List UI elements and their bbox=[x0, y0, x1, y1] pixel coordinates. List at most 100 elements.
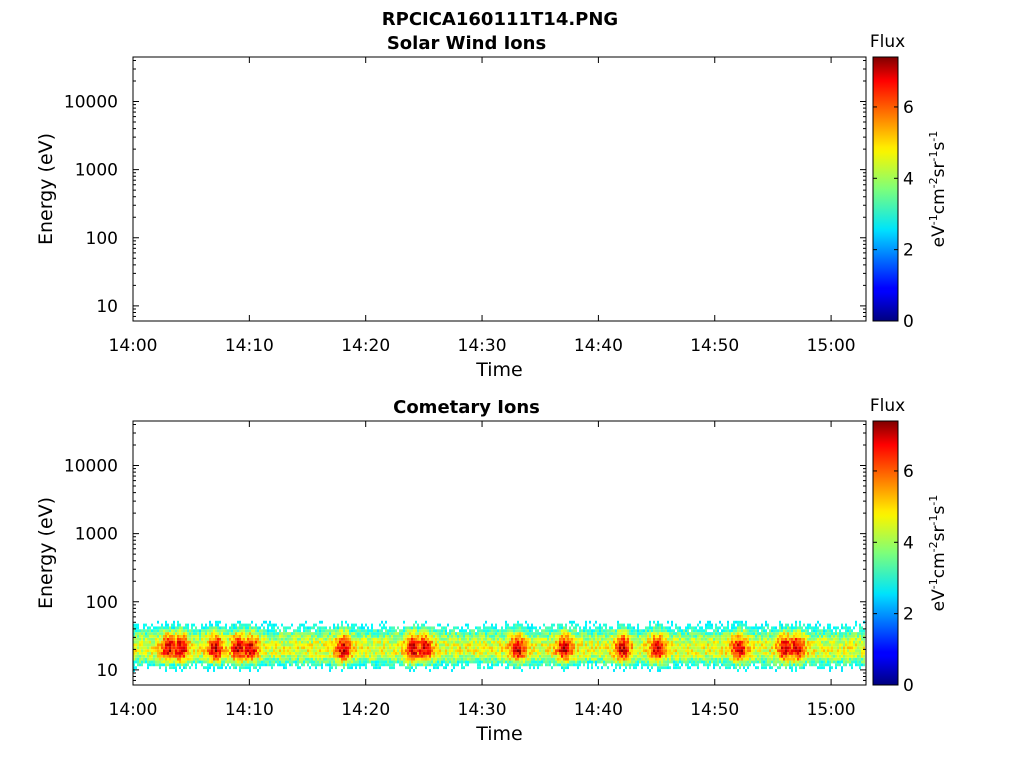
flux-cell bbox=[189, 661, 191, 664]
flux-cell bbox=[373, 658, 375, 661]
flux-cell bbox=[207, 666, 209, 669]
flux-cell bbox=[447, 658, 449, 661]
flux-cell bbox=[215, 652, 217, 655]
flux-cell bbox=[365, 641, 367, 644]
flux-cell bbox=[581, 646, 583, 649]
flux-cell bbox=[319, 658, 321, 661]
flux-cell bbox=[279, 658, 281, 661]
flux-cell bbox=[585, 638, 587, 641]
flux-cell bbox=[777, 629, 779, 632]
flux-cell bbox=[245, 624, 247, 627]
flux-cell bbox=[407, 649, 409, 652]
flux-cell bbox=[487, 649, 489, 652]
flux-cell bbox=[667, 626, 669, 629]
flux-cell bbox=[161, 655, 163, 658]
flux-cell bbox=[403, 663, 405, 666]
flux-cell bbox=[577, 646, 579, 649]
flux-cell bbox=[637, 658, 639, 661]
flux-cell bbox=[179, 635, 181, 638]
flux-cell bbox=[743, 641, 745, 644]
flux-cell bbox=[469, 641, 471, 644]
flux-cell bbox=[203, 632, 205, 635]
flux-cell bbox=[311, 641, 313, 644]
flux-cell bbox=[255, 661, 257, 664]
flux-cell bbox=[453, 626, 455, 629]
flux-cell bbox=[189, 666, 191, 669]
flux-cell bbox=[675, 626, 677, 629]
flux-cell bbox=[531, 632, 533, 635]
flux-cell bbox=[741, 644, 743, 647]
flux-cell bbox=[781, 624, 783, 627]
flux-cell bbox=[647, 641, 649, 644]
flux-cell bbox=[729, 641, 731, 644]
flux-cell bbox=[311, 638, 313, 641]
flux-cell bbox=[791, 666, 793, 669]
flux-cell bbox=[653, 635, 655, 638]
flux-cell bbox=[385, 641, 387, 644]
flux-cell bbox=[581, 661, 583, 664]
flux-cell bbox=[413, 641, 415, 644]
flux-cell bbox=[653, 641, 655, 644]
flux-cell bbox=[537, 658, 539, 661]
flux-cell bbox=[565, 652, 567, 655]
flux-cell bbox=[661, 666, 663, 669]
flux-cell bbox=[653, 649, 655, 652]
flux-cell bbox=[495, 638, 497, 641]
flux-cell bbox=[709, 621, 711, 624]
flux-cell bbox=[583, 652, 585, 655]
flux-cell bbox=[609, 658, 611, 661]
flux-cell bbox=[299, 624, 301, 627]
flux-cell bbox=[357, 632, 359, 635]
flux-cell bbox=[419, 638, 421, 641]
flux-cell bbox=[315, 632, 317, 635]
flux-cell bbox=[369, 661, 371, 664]
flux-cell bbox=[559, 646, 561, 649]
flux-cell bbox=[749, 663, 751, 666]
flux-cell bbox=[729, 646, 731, 649]
flux-cell bbox=[461, 646, 463, 649]
flux-cell bbox=[371, 641, 373, 644]
flux-cell bbox=[175, 641, 177, 644]
flux-cell bbox=[211, 655, 213, 658]
flux-cell bbox=[199, 652, 201, 655]
flux-cell bbox=[561, 624, 563, 627]
flux-cell bbox=[237, 663, 239, 666]
flux-cell bbox=[525, 629, 527, 632]
flux-cell bbox=[195, 641, 197, 644]
flux-cell bbox=[543, 635, 545, 638]
flux-cell bbox=[477, 644, 479, 647]
flux-cell bbox=[443, 641, 445, 644]
flux-cell bbox=[659, 646, 661, 649]
flux-cell bbox=[269, 646, 271, 649]
flux-cell bbox=[495, 649, 497, 652]
flux-cell bbox=[163, 635, 165, 638]
flux-cell bbox=[789, 663, 791, 666]
flux-cell bbox=[693, 635, 695, 638]
flux-cell bbox=[235, 666, 237, 669]
flux-cell bbox=[147, 649, 149, 652]
flux-cell bbox=[253, 652, 255, 655]
flux-cell bbox=[443, 649, 445, 652]
flux-cell bbox=[483, 666, 485, 669]
flux-cell bbox=[619, 624, 621, 627]
flux-cell bbox=[391, 652, 393, 655]
flux-cell bbox=[465, 646, 467, 649]
flux-cell bbox=[675, 638, 677, 641]
flux-cell bbox=[645, 646, 647, 649]
flux-cell bbox=[501, 644, 503, 647]
flux-cell bbox=[475, 652, 477, 655]
flux-cell bbox=[349, 658, 351, 661]
flux-cell bbox=[511, 646, 513, 649]
flux-cell bbox=[595, 626, 597, 629]
flux-cell bbox=[223, 638, 225, 641]
flux-cell bbox=[409, 646, 411, 649]
flux-cell bbox=[679, 638, 681, 641]
flux-cell bbox=[771, 644, 773, 647]
flux-cell bbox=[517, 663, 519, 666]
flux-cell bbox=[471, 632, 473, 635]
flux-cell bbox=[221, 663, 223, 666]
flux-cell bbox=[569, 655, 571, 658]
flux-cell bbox=[659, 649, 661, 652]
flux-cell bbox=[211, 629, 213, 632]
flux-cell bbox=[577, 624, 579, 627]
